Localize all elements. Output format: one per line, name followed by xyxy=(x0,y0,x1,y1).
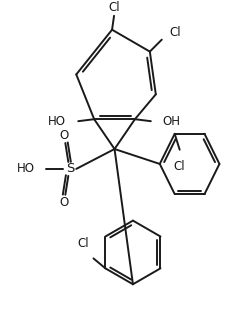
Text: Cl: Cl xyxy=(174,160,185,173)
Text: Cl: Cl xyxy=(170,26,181,39)
Text: HO: HO xyxy=(48,115,66,128)
Text: O: O xyxy=(60,196,69,209)
Text: Cl: Cl xyxy=(78,237,89,250)
Text: HO: HO xyxy=(16,162,35,175)
Text: O: O xyxy=(60,129,69,141)
Text: OH: OH xyxy=(163,115,181,128)
Text: S: S xyxy=(66,162,74,175)
Text: Cl: Cl xyxy=(108,1,120,14)
